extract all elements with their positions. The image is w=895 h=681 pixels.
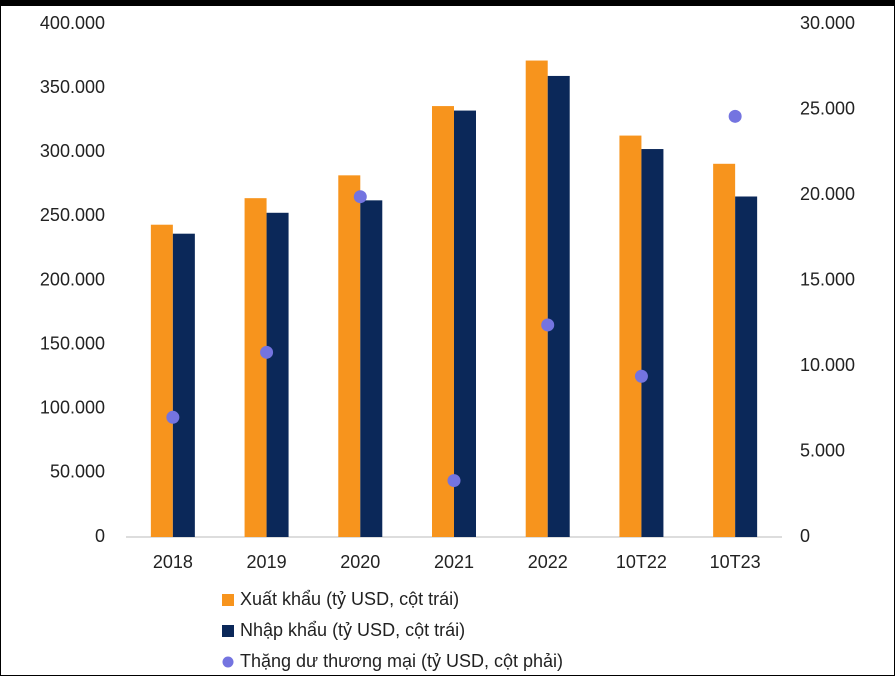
top-bar: [0, 0, 895, 6]
y-tick-label: 100.000: [40, 398, 105, 418]
x-tick-label: 10T23: [710, 552, 761, 572]
x-tick-label: 2019: [247, 552, 287, 572]
y-tick-label: 350.000: [40, 77, 105, 97]
y2-tick-label: 20.000: [800, 184, 855, 204]
bar: [432, 106, 454, 537]
scatter-point: [166, 410, 180, 424]
y2-tick-label: 0: [800, 526, 810, 546]
y-tick-label: 150.000: [40, 333, 105, 353]
bar: [713, 163, 736, 538]
bar: [735, 196, 758, 537]
bar: [172, 233, 195, 537]
y-tick-label: 200.000: [40, 269, 105, 289]
x-tick-label: 2020: [340, 552, 380, 572]
x-tick-label: 2022: [528, 552, 568, 572]
bar: [244, 198, 267, 537]
y-tick-label: 50.000: [50, 462, 105, 482]
y-tick-label: 0: [95, 526, 105, 546]
y-tick-label: 250.000: [40, 205, 105, 225]
legend-label: Thặng dư thương mại (tỷ USD, cột phải): [240, 651, 563, 671]
y2-tick-label: 5.000: [800, 440, 845, 460]
y2-tick-label: 30.000: [800, 13, 855, 33]
scatter-point: [447, 474, 461, 488]
y2-tick-label: 15.000: [800, 269, 855, 289]
bar: [641, 149, 664, 537]
legend-label: Xuất khẩu (tỷ USD, cột trái): [240, 589, 459, 609]
y2-tick-label: 25.000: [800, 98, 855, 118]
legend-marker: [222, 656, 234, 668]
y2-tick-label: 10.000: [800, 355, 855, 375]
legend-label: Nhập khẩu (tỷ USD, cột trái): [240, 620, 465, 640]
bar: [547, 75, 570, 537]
bar: [525, 60, 548, 538]
bar: [619, 135, 642, 537]
legend-marker: [222, 625, 234, 637]
bar: [150, 224, 173, 537]
y-tick-label: 300.000: [40, 141, 105, 161]
x-tick-label: 2018: [153, 552, 193, 572]
scatter-point: [634, 369, 648, 383]
scatter-point: [353, 190, 367, 204]
scatter-point: [541, 318, 555, 332]
bar: [360, 200, 383, 537]
bar: [266, 212, 289, 537]
scatter-point: [728, 109, 742, 123]
y-tick-label: 400.000: [40, 13, 105, 33]
legend-marker: [222, 594, 234, 606]
scatter-point: [260, 345, 274, 359]
x-tick-label: 10T22: [616, 552, 667, 572]
x-tick-label: 2021: [434, 552, 474, 572]
bar: [338, 175, 361, 537]
bar: [454, 110, 476, 537]
